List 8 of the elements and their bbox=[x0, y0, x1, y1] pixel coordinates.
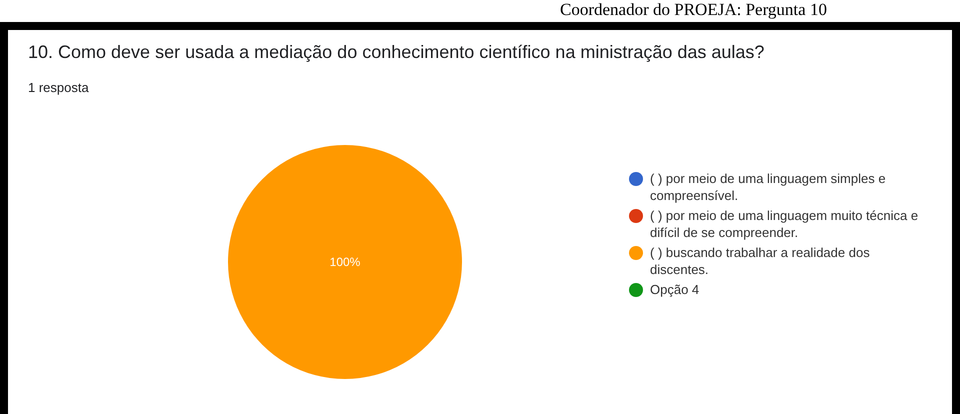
legend-label: ( ) por meio de uma linguagem simples e compreensível. bbox=[650, 170, 887, 204]
text: Coordenador do PROEJA: Pergunta 10 bbox=[560, 0, 827, 20]
legend-label: ( ) por meio de uma linguagem muito técnica e difícil de se compreender. bbox=[650, 207, 920, 241]
data-label: 100% bbox=[330, 255, 361, 269]
legend-label: ( ) buscando trabalhar a realidade dos discentes. bbox=[650, 244, 871, 278]
chart-title: 10. Como deve ser usada a mediação do conhecimento científico na ministração das aulas? bbox=[28, 42, 764, 63]
legend-label: Opção 4 bbox=[650, 281, 700, 298]
text: 1 resposta bbox=[28, 80, 89, 95]
